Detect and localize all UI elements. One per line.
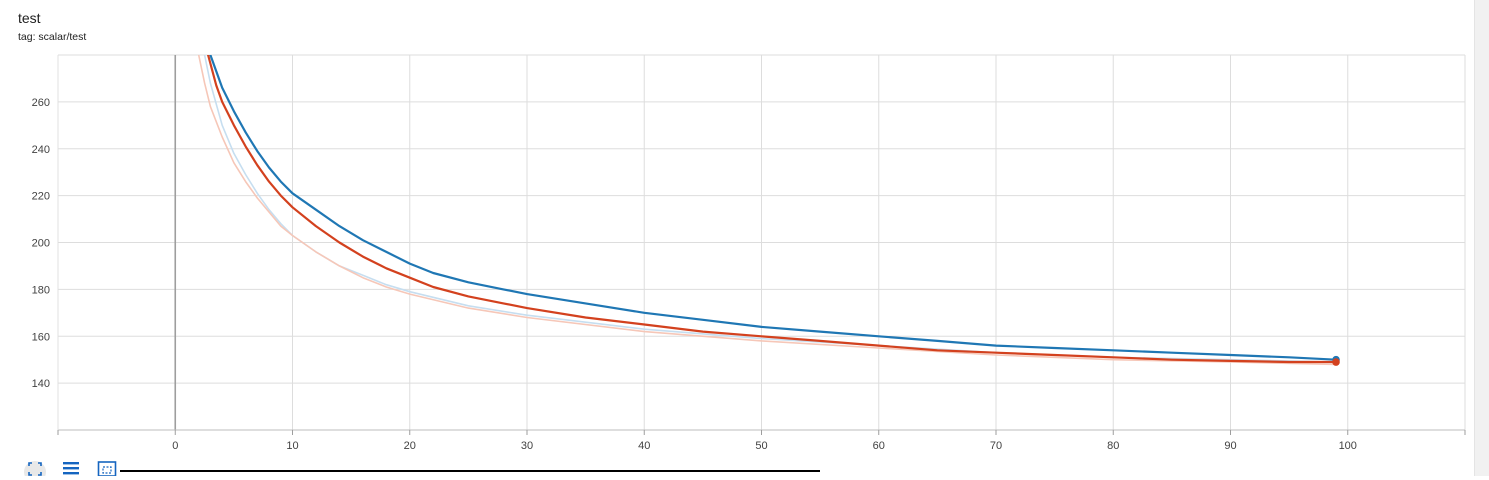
series-line [209, 55, 1338, 361]
fit-domain-button[interactable] [22, 458, 48, 480]
x-tick-label: 40 [638, 440, 650, 452]
list-lines-icon [63, 462, 79, 475]
toggle-log-scale-button[interactable] [58, 458, 84, 480]
fit-to-data-icon [24, 461, 46, 476]
y-tick-label: 140 [32, 378, 50, 390]
series-line [197, 55, 1337, 366]
vertical-scrollbar[interactable] [1474, 0, 1489, 476]
y-tick-label: 200 [32, 238, 50, 250]
x-tick-label: 20 [404, 440, 416, 452]
dashed-box-icon [97, 461, 117, 476]
y-tick-label: 160 [32, 331, 50, 343]
x-tick-label: 30 [521, 440, 533, 452]
x-tick-label: 10 [286, 440, 298, 452]
series-line [203, 55, 1337, 363]
y-tick-label: 240 [32, 144, 50, 156]
x-tick-label: 70 [990, 440, 1002, 452]
y-tick-label: 180 [32, 284, 50, 296]
x-tick-label: 50 [755, 440, 767, 452]
series-end-point [1332, 358, 1340, 366]
x-tick-label: 0 [172, 440, 178, 452]
chart-title: test [18, 10, 41, 26]
chart-tag-label: tag: scalar/test [18, 31, 87, 43]
download-button[interactable] [94, 458, 120, 480]
divider [120, 470, 820, 472]
y-tick-label: 260 [32, 97, 50, 109]
y-tick-label: 220 [32, 191, 50, 203]
chart-toolbar [22, 458, 120, 476]
x-tick-label: 60 [873, 440, 885, 452]
series-line [207, 55, 1338, 364]
x-tick-label: 90 [1224, 440, 1236, 452]
x-tick-label: 100 [1339, 440, 1357, 452]
x-tick-label: 80 [1107, 440, 1119, 452]
